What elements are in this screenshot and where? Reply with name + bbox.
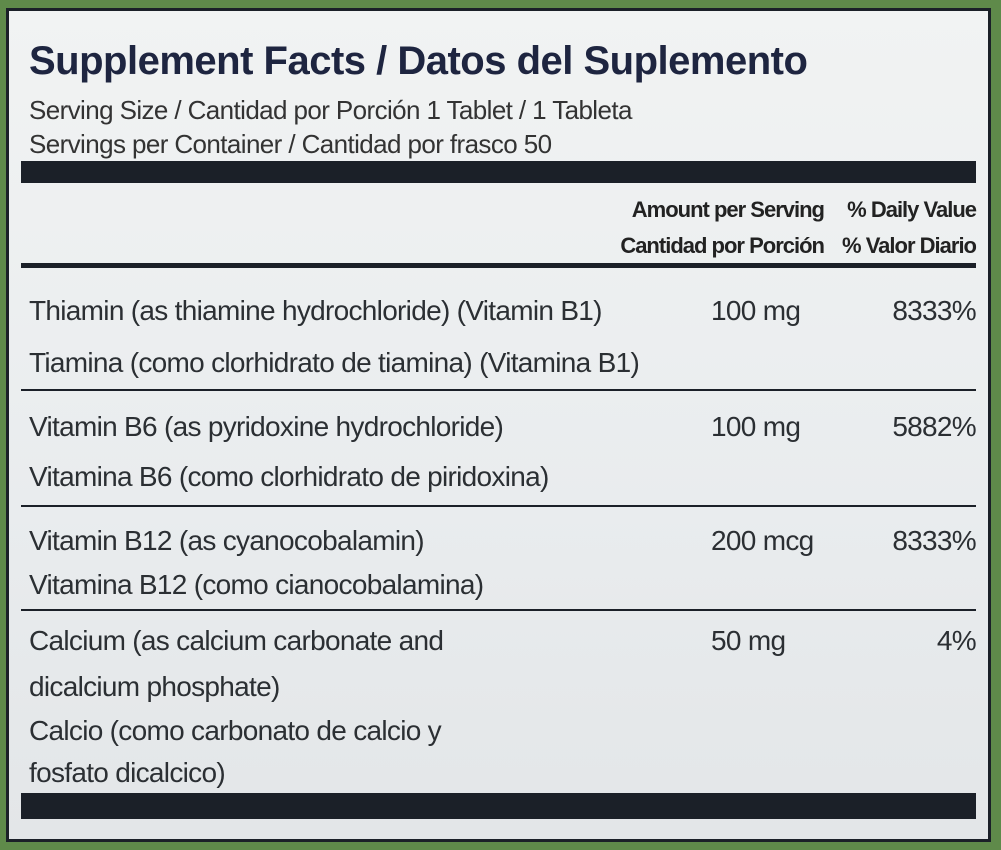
rule — [21, 609, 976, 611]
thick-rule — [21, 793, 976, 819]
nutrient-name: Calcium (as calcium carbonate and — [29, 625, 444, 656]
column-header: Cantidad por Porción — [620, 233, 825, 258]
rule — [21, 505, 976, 507]
amount: 100 mg — [711, 295, 801, 326]
servings-per-container: Servings per Container / Cantidad por fr… — [29, 129, 552, 159]
nutrient-name: Vitamin B12 (as cyanocobalamin) — [29, 525, 425, 556]
amount: 200 mcg — [711, 525, 814, 556]
nutrient-name: Vitamin B6 (as pyridoxine hydrochloride) — [29, 411, 504, 442]
nutrient-name: Tiamina (como clorhidrato de tiamina) (V… — [29, 347, 640, 378]
serving-size: Serving Size / Cantidad por Porción 1 Ta… — [29, 95, 632, 125]
nutrient-name: Vitamina B12 (como cianocobalamina) — [29, 569, 484, 600]
column-header: % Daily Value — [847, 197, 977, 222]
daily-value: 5882% — [892, 411, 976, 442]
daily-value: 4% — [936, 625, 977, 656]
daily-value: 8333% — [892, 525, 976, 556]
facts-panel: Supplement Facts / Datos del Suplemento … — [6, 8, 991, 842]
column-header: Amount per Serving — [631, 197, 825, 222]
nutrient-name: dicalcium phosphate) — [29, 671, 280, 702]
nutrient-name: Thiamin (as thiamine hydrochloride) (Vit… — [29, 295, 602, 326]
daily-value: 8333% — [892, 295, 976, 326]
amount: 50 mg — [711, 625, 786, 656]
nutrient-name: Calcio (como carbonato de calcio y — [29, 715, 442, 746]
amount: 100 mg — [711, 411, 801, 442]
rule — [21, 263, 976, 268]
thick-rule — [21, 161, 976, 183]
title: Supplement Facts / Datos del Suplemento — [29, 39, 808, 83]
column-header: % Valor Diario — [842, 233, 977, 258]
nutrient-name: fosfato dicalcico) — [29, 757, 226, 788]
rule — [21, 389, 976, 391]
nutrient-name: Vitamina B6 (como clorhidrato de piridox… — [29, 461, 549, 492]
